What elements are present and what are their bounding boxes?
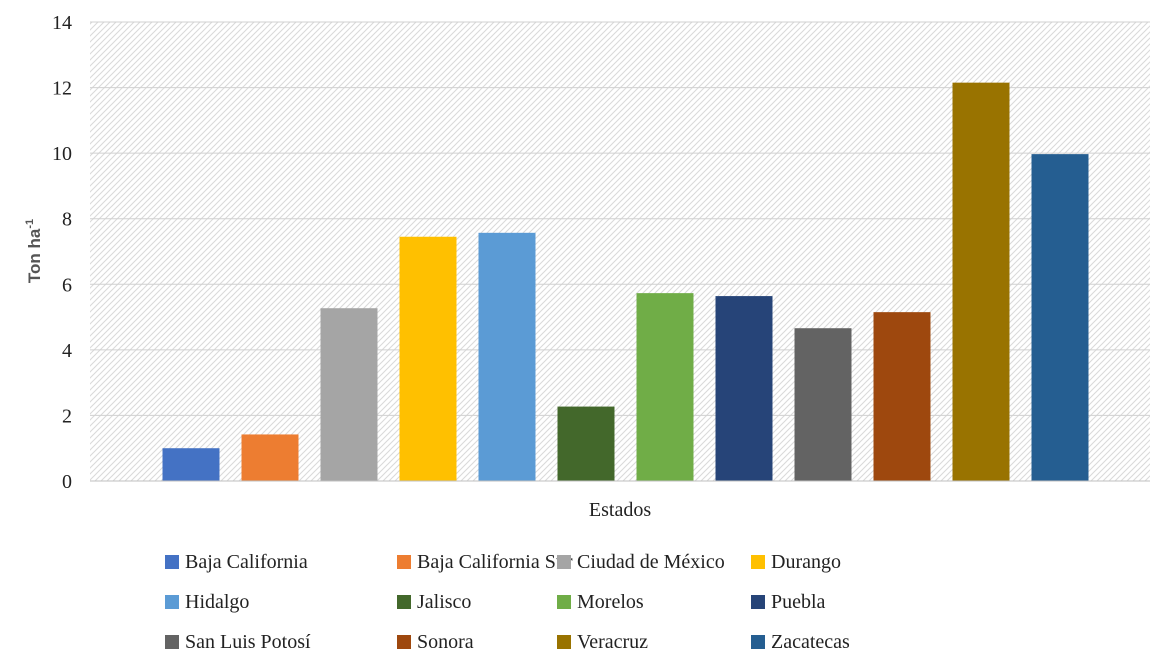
legend-swatch	[397, 635, 411, 649]
legend-label: Morelos	[577, 590, 644, 613]
bar-baja-california	[162, 448, 220, 481]
legend-item: Jalisco	[397, 587, 557, 617]
legend-label: Durango	[771, 550, 841, 573]
legend-item: Morelos	[557, 587, 751, 617]
legend-label: Baja California Sur	[417, 550, 573, 573]
legend-label: Ciudad de México	[577, 550, 725, 573]
legend-swatch	[751, 635, 765, 649]
bar-jalisco	[557, 406, 615, 481]
bar-chart: 0 2 4 6 8 10 12 14 Estados Ton ha-1	[24, 12, 1150, 521]
legend-swatch	[751, 595, 765, 609]
bar-zacatecas	[1031, 154, 1089, 481]
legend-item: Veracruz	[557, 627, 751, 657]
y-tick-label: 0	[62, 471, 72, 493]
bar-san-luis-potos-	[794, 328, 852, 481]
bar-puebla	[715, 296, 773, 481]
legend-swatch	[557, 595, 571, 609]
legend-swatch	[557, 555, 571, 569]
bar-sonora	[873, 312, 931, 481]
legend-item: San Luis Potosí	[165, 627, 397, 657]
y-axis-ticks: 0 2 4 6 8 10 12 14	[52, 12, 72, 493]
y-tick-label: 2	[62, 405, 72, 427]
legend-swatch	[165, 555, 179, 569]
bar-ciudad-de-m-xico	[320, 308, 378, 481]
y-axis-label: Ton ha-1	[24, 219, 44, 283]
bar-durango	[399, 236, 457, 481]
legend-item: Sonora	[397, 627, 557, 657]
legend-item: Baja California Sur	[397, 547, 573, 577]
legend-swatch	[397, 595, 411, 609]
legend-label: Hidalgo	[185, 590, 250, 613]
bar-hidalgo	[478, 232, 536, 481]
legend-item: Puebla	[751, 587, 921, 617]
y-tick-label: 14	[52, 12, 72, 34]
legend-swatch	[165, 595, 179, 609]
legend-swatch	[397, 555, 411, 569]
bar-baja-california-sur	[241, 434, 299, 481]
legend-label: Veracruz	[577, 630, 649, 653]
legend-swatch	[165, 635, 179, 649]
y-tick-label: 6	[62, 274, 72, 296]
legend-swatch	[751, 555, 765, 569]
legend-label: Baja California	[185, 550, 308, 573]
legend-item: Durango	[751, 547, 921, 577]
bars	[162, 82, 1089, 482]
bar-veracruz	[952, 82, 1010, 482]
legend-label: Zacatecas	[771, 630, 850, 653]
y-tick-label: 10	[52, 143, 72, 165]
legend-item: Ciudad de México	[557, 547, 751, 577]
x-axis-label: Estados	[589, 499, 651, 521]
legend-item: Hidalgo	[165, 587, 397, 617]
y-tick-label: 8	[62, 209, 72, 231]
legend-item: Zacatecas	[751, 627, 921, 657]
legend-item: Baja California	[165, 547, 397, 577]
bar-morelos	[636, 293, 694, 481]
legend-label: Puebla	[771, 590, 826, 613]
y-tick-label: 12	[52, 78, 72, 100]
legend-swatch	[557, 635, 571, 649]
legend: Baja California Baja California Sur Ciudad…	[165, 547, 925, 657]
y-tick-label: 4	[62, 340, 72, 362]
legend-label: Jalisco	[417, 590, 472, 613]
legend-label: Sonora	[417, 630, 474, 653]
legend-label: San Luis Potosí	[185, 630, 311, 653]
